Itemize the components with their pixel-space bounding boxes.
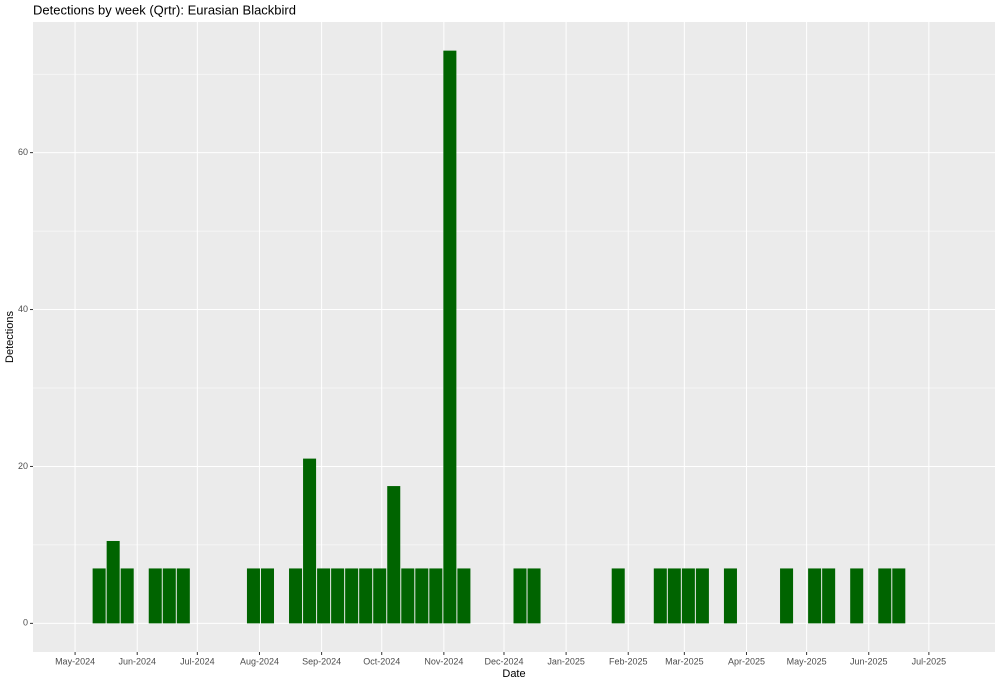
grid [33,22,995,652]
bar [892,568,906,624]
bar [260,568,275,624]
bar [176,568,190,624]
panel [33,22,995,652]
bar [401,568,415,624]
bar [246,568,260,624]
x-tick-label: Dec-2024 [484,656,523,666]
x-tick-label: Jun-2024 [118,656,156,666]
y-axis-label: Detections [4,311,16,363]
bar [387,486,401,624]
bar [345,568,359,624]
x-tick-label: Jan-2025 [547,656,585,666]
bar [373,568,387,624]
bar [429,568,443,624]
bar [289,568,303,624]
x-tick-label: Jul-2024 [180,656,215,666]
bar [120,568,134,624]
bar [822,568,836,624]
bar [148,568,162,624]
bar [611,568,625,624]
y-tick-label: 0 [23,618,28,628]
x-tick-label: Mar-2025 [665,656,704,666]
bar [303,458,317,624]
bar [457,568,471,624]
y-tick-label: 60 [18,147,28,157]
x-tick-label: Jul-2025 [912,656,947,666]
bar [695,568,709,624]
bar [92,568,106,624]
marks [92,50,906,624]
x-tick-label: May-2025 [787,656,827,666]
bar [681,568,695,624]
bar [415,568,429,624]
x-tick-label: Jun-2025 [850,656,888,666]
bar [723,568,737,624]
bar [527,568,541,624]
bar [317,568,331,624]
x-tick-label: Sep-2024 [302,656,341,666]
bar [808,568,822,624]
bar [443,50,457,624]
bar [653,568,667,624]
bar [162,568,176,624]
x-tick-label: Oct-2024 [363,656,400,666]
bar [513,568,527,624]
x-tick-label: Aug-2024 [240,656,279,666]
bar [667,568,681,624]
x-tick-label: May-2024 [55,656,95,666]
x-tick-label: Feb-2025 [609,656,648,666]
x-tick-label: Apr-2025 [728,656,765,666]
bar [331,568,345,624]
x-axis-label: Date [502,668,525,680]
bar [359,568,373,624]
bar [850,568,864,624]
bar [106,540,120,624]
chart-title: Detections by week (Qrtr): Eurasian Blac… [33,2,296,17]
bar [878,568,892,624]
bar [780,568,794,624]
y-tick-label: 40 [18,304,28,314]
y-tick-label: 20 [18,461,28,471]
x-tick-label: Nov-2024 [424,656,463,666]
